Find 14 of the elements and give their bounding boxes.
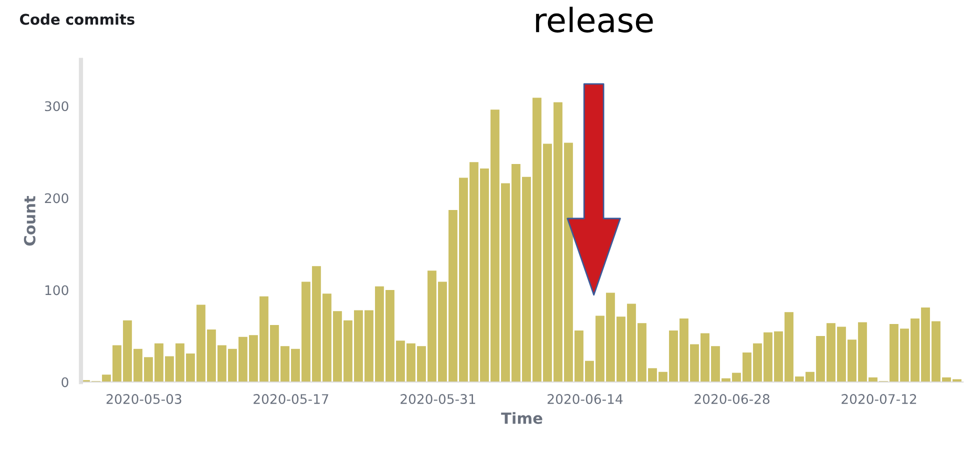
text: release [536, 6, 653, 33]
x-tick-label: 2020-05-17 [254, 394, 328, 404]
y-tick-label: 300 [44, 101, 68, 112]
y-axis-title: Count [24, 196, 36, 246]
x-tick-label: 2020-05-31 [400, 394, 476, 404]
y-tick-label: 100 [45, 285, 68, 296]
chart-title: Code commits [20, 14, 134, 25]
y-tick-label: 200 [44, 193, 68, 204]
x-axis-title: Time [501, 412, 542, 424]
x-tick-label: 2020-05-03 [106, 394, 182, 404]
x-tick-label: 2020-06-14 [548, 394, 623, 404]
y-tick-label: 0 [62, 377, 68, 388]
x-tick-label: 2020-07-12 [842, 394, 916, 404]
x-tick-label: 2020-06-28 [694, 394, 770, 404]
